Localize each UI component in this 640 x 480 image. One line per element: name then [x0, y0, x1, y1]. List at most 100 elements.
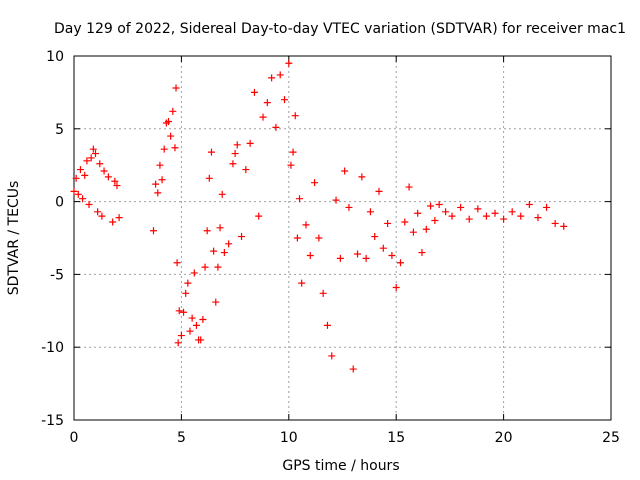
data-point [401, 218, 409, 226]
data-point [328, 352, 336, 360]
data-point [220, 249, 228, 257]
data-point [190, 269, 198, 277]
data-point [427, 202, 435, 210]
x-tick-label: 25 [602, 430, 620, 446]
data-point [115, 214, 123, 222]
data-point [525, 201, 533, 209]
data-point [238, 233, 246, 241]
data-point [323, 321, 331, 329]
data-point [167, 132, 175, 140]
data-point [182, 289, 190, 297]
data-point [242, 166, 250, 174]
chart-title: Day 129 of 2022, Sidereal Day-to-day VTE… [54, 21, 626, 37]
y-tick-label: -15 [41, 413, 64, 429]
data-point [201, 263, 209, 271]
data-point [396, 259, 404, 267]
data-point [315, 234, 323, 242]
data-point [289, 148, 297, 156]
data-point [205, 174, 213, 182]
data-point [214, 263, 222, 271]
data-point [287, 161, 295, 169]
data-point [154, 189, 162, 197]
data-point [199, 316, 207, 324]
data-point [87, 154, 95, 162]
chart-grid [74, 56, 611, 420]
data-point [203, 227, 211, 235]
x-axis-label: GPS time / hours [282, 458, 399, 474]
axis-ticks: 0 5 10 15 20 25 -15 -10 -5 0 5 10 [41, 49, 620, 446]
data-point [268, 74, 276, 82]
data-point [422, 225, 430, 233]
data-point [388, 251, 396, 259]
data-point [89, 145, 97, 153]
data-point [81, 171, 89, 179]
data-point [259, 113, 267, 121]
data-point [474, 205, 482, 213]
plot-frame [73, 55, 612, 421]
data-point [336, 254, 344, 262]
data-points [70, 59, 568, 373]
data-point [302, 221, 310, 229]
y-axis-label: SDTVAR / TECUs [6, 181, 22, 296]
data-point [384, 219, 392, 227]
data-point [332, 196, 340, 204]
data-point [218, 190, 226, 198]
data-point [184, 279, 192, 287]
data-point [173, 259, 181, 267]
data-point [158, 176, 166, 184]
data-point [508, 208, 516, 216]
data-point [263, 99, 271, 107]
x-tick-label: 0 [70, 430, 79, 446]
data-point [156, 161, 164, 169]
data-point [188, 314, 196, 322]
data-point [418, 249, 426, 257]
x-tick-label: 5 [177, 430, 186, 446]
data-point [431, 217, 439, 225]
x-tick-label: 15 [387, 430, 405, 446]
data-point [371, 233, 379, 241]
data-point [207, 148, 215, 156]
data-point [349, 365, 357, 373]
data-point [345, 203, 353, 211]
data-point [379, 244, 387, 252]
data-point [500, 215, 508, 223]
data-point [534, 214, 542, 222]
y-tick-label: -5 [50, 267, 64, 283]
data-point [319, 289, 327, 297]
data-point [175, 307, 183, 315]
data-point [482, 212, 490, 220]
data-point [366, 208, 374, 216]
data-point [457, 203, 465, 211]
data-point [448, 212, 456, 220]
data-point [172, 84, 180, 92]
y-tick-label: 10 [46, 49, 64, 65]
data-point [94, 208, 102, 216]
data-point [91, 150, 99, 158]
data-point [255, 212, 263, 220]
data-point [98, 212, 106, 220]
data-point [152, 180, 160, 188]
data-point [543, 203, 551, 211]
data-point [551, 219, 559, 227]
data-point [281, 96, 289, 104]
y-tick-label: -10 [41, 340, 64, 356]
data-point [180, 308, 188, 316]
data-point [96, 160, 104, 168]
data-point [250, 88, 258, 96]
data-point [375, 187, 383, 195]
data-point [72, 174, 80, 182]
data-point [192, 321, 200, 329]
data-point [491, 209, 499, 217]
data-point [392, 284, 400, 292]
x-tick-label: 20 [495, 430, 513, 446]
data-point [276, 71, 284, 79]
data-point [293, 234, 301, 242]
data-point [85, 201, 93, 209]
data-point [246, 139, 254, 147]
data-point [216, 224, 224, 232]
data-point [233, 141, 241, 149]
y-tick-label: 0 [55, 195, 64, 211]
data-point [76, 166, 84, 174]
data-point [285, 59, 293, 67]
data-point [177, 332, 185, 340]
